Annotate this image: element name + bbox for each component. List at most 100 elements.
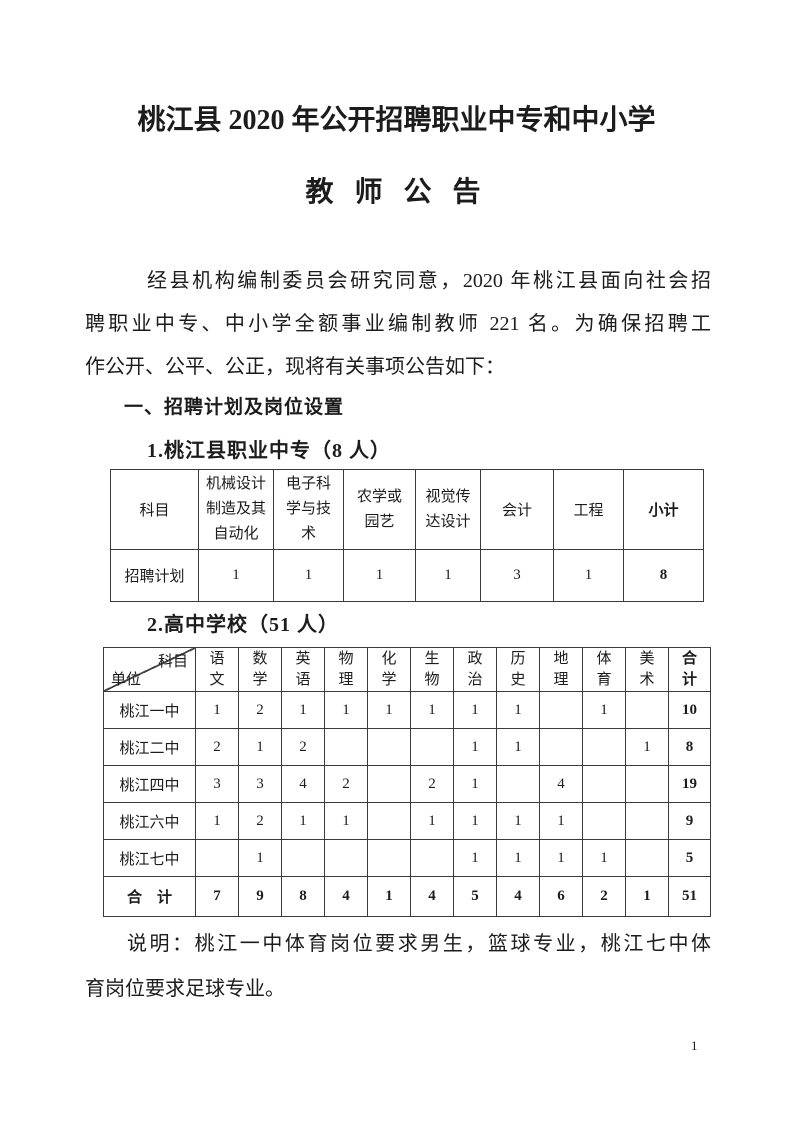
column-header-label: 数学 [252,650,268,688]
cell: 1 [625,728,669,766]
cell [625,839,669,877]
intro-paragraph: 经县机构编制委员会研究同意，2020 年桃江县面向社会招 聘职业中专、中小学全额… [85,260,711,389]
cell: 2 [410,765,454,803]
column-header: 会计 [480,469,554,550]
total-cell: 8 [281,876,325,917]
cell: 1 [410,802,454,840]
cell: 1 [410,691,454,729]
column-header-label: 体育 [596,650,612,688]
total-cell: 1 [367,876,411,917]
cell: 1 [553,549,624,602]
cell: 1 [496,728,540,766]
note-line: 说明：桃江一中体育岗位要求男生，篮球专业，桃江七中体 [127,933,711,955]
cell: 1 [415,549,481,602]
diagonal-divider [104,648,195,691]
cell: 2 [281,728,325,766]
document-title-line1: 桃江县 2020 年公开招聘职业中专和中小学 [137,105,656,136]
subsection-heading-vocational: 1.桃江县职业中专（8 人） [147,440,391,462]
intro-line: 经县机构编制委员会研究同意，2020 年桃江县面向社会招 [147,270,711,292]
table-row: 桃江六中 1 2 1 1 1 1 1 1 9 [103,802,711,840]
row-label: 招聘计划 [110,549,199,602]
table-row: 桃江二中 2 1 2 1 1 1 8 [103,728,711,766]
column-header-subtotal: 小计 [623,469,704,550]
cell [625,802,669,840]
total-cell: 4 [324,876,368,917]
cell [367,802,411,840]
cell: 3 [480,549,554,602]
table-header-row: 科目 单位 语文 数学 英语 物理 化学 生物 政治 历史 地理 体育 美术 合… [103,647,711,692]
cell [367,765,411,803]
table-row: 桃江四中 3 3 4 2 2 1 4 19 [103,765,711,803]
cell [582,728,626,766]
row-total: 10 [668,691,711,729]
cell: 1 [453,691,497,729]
cell: 4 [539,765,583,803]
cell [410,839,454,877]
column-header: 美术 [625,647,669,692]
cell-subtotal: 8 [623,549,704,602]
cell: 2 [238,802,282,840]
cell [367,728,411,766]
cell [367,839,411,877]
cell: 1 [496,802,540,840]
column-header: 历史 [496,647,540,692]
cell: 1 [343,549,416,602]
cell: 1 [453,839,497,877]
corner-label-subject: 科目 [157,654,188,670]
cell [625,691,669,729]
cell: 2 [238,691,282,729]
document-title-line2: 教 师 公 告 [305,177,488,208]
row-total: 9 [668,802,711,840]
column-header: 英语 [281,647,325,692]
cell: 1 [324,691,368,729]
column-header-label: 电子科学与技术 [285,476,331,542]
cell: 1 [273,549,344,602]
cell: 1 [539,802,583,840]
corner-label-unit: 单位 [111,672,142,688]
cell: 1 [453,765,497,803]
column-header: 视觉传达设计 [415,469,481,550]
cell: 3 [238,765,282,803]
cell: 1 [238,728,282,766]
cell: 3 [195,765,239,803]
cell: 1 [582,839,626,877]
cell: 1 [367,691,411,729]
total-cell: 6 [539,876,583,917]
cell: 2 [324,765,368,803]
cell: 1 [324,802,368,840]
column-header-label: 历史 [510,650,526,688]
cell: 1 [238,839,282,877]
table-row: 招聘计划 1 1 1 1 3 1 8 [110,549,704,602]
school-name: 桃江六中 [103,802,196,840]
column-header-label: 物理 [338,650,354,688]
cell: 1 [539,839,583,877]
cell [324,839,368,877]
cell: 1 [453,802,497,840]
total-cell: 4 [496,876,540,917]
column-header: 机械设计制造及其自动化 [198,469,274,550]
cell [324,728,368,766]
column-header: 体育 [582,647,626,692]
cell: 1 [453,728,497,766]
cell: 4 [281,765,325,803]
column-header-label: 机械设计制造及其自动化 [205,476,266,542]
totals-label: 合 计 [103,876,196,917]
page-number: 1 [691,1038,698,1053]
cell [625,765,669,803]
total-cell: 5 [453,876,497,917]
column-header-label: 政治 [467,650,483,688]
column-header-label: 美术 [639,650,655,688]
column-header-label: 合计 [681,650,697,688]
school-name: 桃江七中 [103,839,196,877]
row-total: 8 [668,728,711,766]
table-row: 桃江七中 1 1 1 1 1 5 [103,839,711,877]
table-header-row: 科目 机械设计制造及其自动化 电子科学与技术 农学或园艺 视觉传达设计 会计 工… [110,469,704,550]
cell [539,691,583,729]
total-cell: 2 [582,876,626,917]
cell [410,728,454,766]
column-header-label: 英语 [295,650,311,688]
column-header-label: 地理 [553,650,569,688]
vocational-school-table: 科目 机械设计制造及其自动化 电子科学与技术 农学或园艺 视觉传达设计 会计 工… [110,469,704,602]
cell [195,839,239,877]
school-name: 桃江四中 [103,765,196,803]
